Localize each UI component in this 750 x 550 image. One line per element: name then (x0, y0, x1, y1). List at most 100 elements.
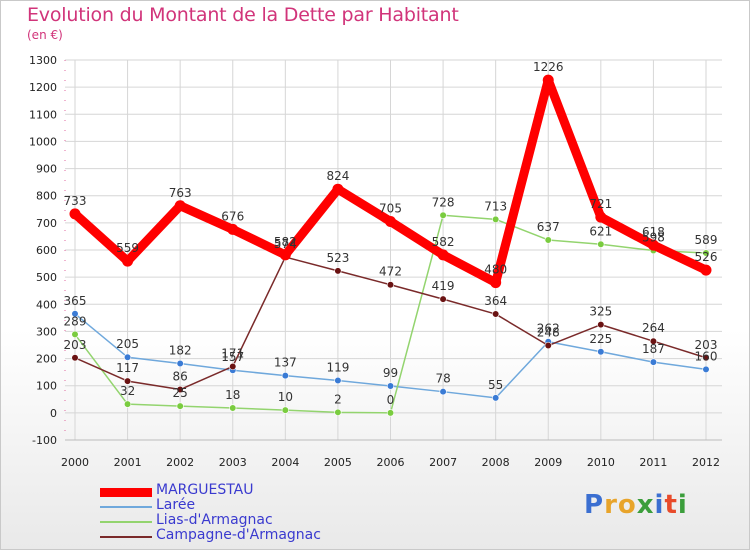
data-label: 364 (484, 294, 507, 308)
data-label: 1226 (533, 60, 564, 74)
data-label: 526 (695, 250, 718, 264)
legend-swatch (100, 506, 152, 508)
data-point (332, 183, 344, 195)
data-point (176, 359, 184, 368)
x-tick-label: 2009 (534, 456, 562, 469)
data-point (123, 353, 132, 361)
data-point (386, 409, 395, 417)
data-point (649, 337, 658, 345)
data-point (492, 215, 500, 223)
data-point (649, 358, 658, 366)
data-label: 472 (379, 265, 402, 279)
data-label: 582 (274, 235, 297, 249)
data-label: 621 (589, 224, 612, 238)
data-point (69, 208, 81, 220)
data-point (71, 330, 79, 339)
logo-letter: r (604, 490, 618, 520)
data-label: 325 (589, 305, 612, 319)
data-label: 55 (488, 378, 503, 392)
y-tick-label: 700 (36, 217, 57, 230)
y-tick-label: 400 (36, 298, 57, 311)
x-tick-label: 2000 (61, 456, 89, 469)
data-label: 10 (278, 390, 293, 404)
y-tick-label: 500 (36, 271, 57, 284)
data-label: 160 (695, 349, 718, 363)
data-label: 187 (642, 342, 665, 356)
proxiti-logo: Proxiti (584, 490, 688, 520)
data-label: 365 (64, 294, 87, 308)
logo-letter: x (636, 490, 655, 520)
x-tick-label: 2012 (692, 456, 720, 469)
data-point (334, 408, 342, 416)
y-tick-label: 1100 (29, 108, 57, 121)
data-label: 582 (432, 235, 455, 249)
data-point (123, 377, 132, 385)
data-point (386, 382, 395, 390)
data-point (176, 402, 184, 410)
data-point (281, 372, 289, 380)
legend-swatch (100, 487, 152, 497)
data-label: 574 (274, 237, 297, 251)
legend-swatch (100, 521, 152, 523)
data-point (386, 281, 395, 289)
data-label: 86 (173, 370, 188, 384)
legend-label: MARGUESTAU (156, 482, 254, 498)
data-label: 289 (64, 314, 87, 328)
data-point (71, 354, 79, 362)
data-label: 25 (173, 386, 188, 400)
y-tick-label: 100 (36, 380, 57, 393)
y-tick-label: 800 (36, 190, 57, 203)
data-point (71, 310, 79, 318)
data-point (437, 249, 449, 261)
x-tick-label: 2004 (271, 456, 299, 469)
y-tick-label: 1200 (29, 81, 57, 94)
data-label: 264 (642, 321, 665, 335)
logo-letter: t (664, 490, 678, 520)
data-point (229, 404, 237, 412)
data-point (227, 223, 239, 235)
data-label: 205 (116, 337, 139, 351)
data-point (544, 341, 552, 350)
data-label: 733 (64, 194, 87, 208)
y-tick-label: 300 (36, 325, 57, 338)
logo-letter: o (617, 490, 637, 520)
data-label: 262 (537, 322, 560, 336)
data-label: 728 (432, 195, 455, 209)
data-point (279, 249, 291, 261)
data-point (174, 200, 186, 212)
data-label: 119 (326, 361, 349, 375)
y-tick-label: 600 (36, 244, 57, 257)
x-tick-label: 2001 (114, 456, 142, 469)
data-label: 99 (383, 366, 398, 380)
y-tick-label: 1000 (29, 135, 57, 148)
data-point (385, 216, 396, 227)
data-label: 480 (484, 263, 507, 277)
data-point (597, 321, 605, 329)
data-label: 637 (537, 220, 560, 234)
data-label: 225 (589, 332, 612, 346)
legend-label: Larée (156, 497, 196, 513)
data-point (490, 277, 502, 289)
legend-label: Campagne-d'Armagnac (156, 527, 321, 543)
data-label: 589 (695, 233, 718, 247)
data-point (702, 249, 710, 257)
data-label: 523 (326, 251, 349, 265)
data-label: 598 (642, 231, 665, 245)
y-tick-label: 1300 (29, 54, 57, 67)
x-tick-label: 2010 (587, 456, 615, 469)
data-point (595, 211, 607, 223)
y-tick-label: 0 (50, 407, 57, 420)
data-label: 713 (484, 199, 507, 213)
logo-letter: i (654, 490, 665, 520)
y-tick-label: 900 (36, 163, 57, 176)
data-point (176, 385, 184, 394)
data-point (439, 211, 447, 219)
data-point (647, 239, 659, 251)
x-tick-label: 2007 (429, 456, 457, 469)
data-label: 157 (221, 350, 244, 364)
y-tick-label: 200 (36, 353, 57, 366)
data-label: 824 (326, 169, 349, 183)
data-label: 171 (221, 346, 244, 360)
